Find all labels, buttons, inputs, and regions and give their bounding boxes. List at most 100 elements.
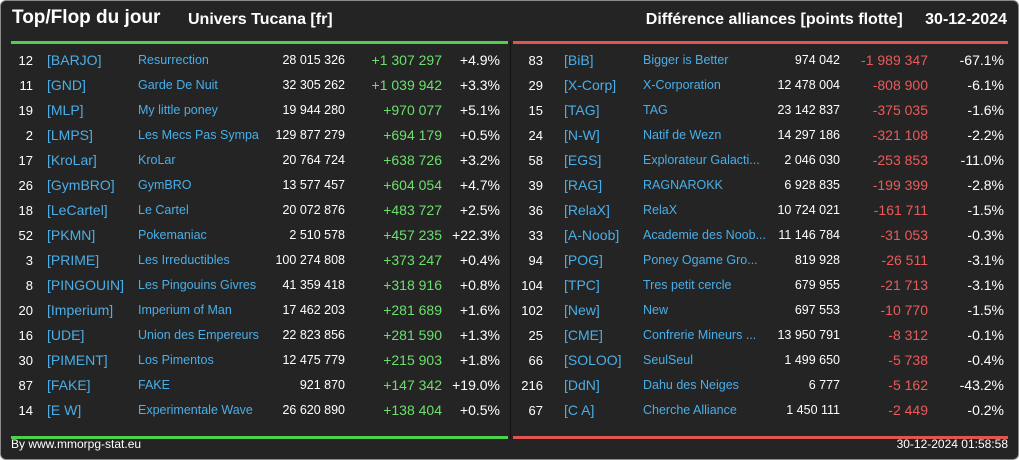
top-row: 30 [PIMENT] Los Pimentos 12 475 779 +215 903… [11,348,508,373]
alliance-tag-link[interactable]: [BARJO] [47,52,102,68]
alliance-name-link[interactable]: New [643,303,669,317]
alliance-tag-link[interactable]: [C A] [564,402,595,418]
top-losers-panel: 83 [BiB] Bigger is Better 974 042 -1 989 347… [513,41,1008,439]
alliance-rank: 24 [528,128,543,143]
alliance-tag-link[interactable]: [PIMENT] [47,352,108,368]
alliance-name-link[interactable]: FAKE [138,378,170,392]
alliance-tag-link[interactable]: [EGS] [564,152,602,168]
alliance-name-link[interactable]: Tres petit cercle [643,278,732,292]
alliance-points: 19 944 280 [282,103,345,117]
alliance-name-link[interactable]: Garde De Nuit [138,78,218,92]
alliance-tag-link[interactable]: [X-Corp] [564,77,617,93]
alliance-points: 100 274 808 [275,253,345,267]
points-difference: -8 312 [888,327,928,343]
alliance-tag-link[interactable]: [FAKE] [47,377,91,393]
alliance-rank: 33 [528,228,543,243]
alliance-tag-link[interactable]: [DdN] [564,377,600,393]
alliance-tag-link[interactable]: [TAG] [564,102,600,118]
alliance-rank: 39 [528,178,543,193]
alliance-rank: 94 [528,253,543,268]
alliance-name-link[interactable]: RelaX [643,203,678,217]
top-row: 3 [PRIME] Les Irreductibles 100 274 808 +373… [11,248,508,273]
alliance-tag-link[interactable]: [PINGOUIN] [47,277,125,293]
alliance-name-link[interactable]: RAGNAROKK [643,178,723,192]
universe-label: Univers Tucana [fr] [188,11,333,28]
alliance-name-link[interactable]: GymBRO [138,178,192,192]
alliance-name-link[interactable]: KroLar [138,153,176,167]
alliance-name-link[interactable]: Les Irreductibles [138,253,230,267]
alliance-name-link[interactable]: Natif de Wezn [643,128,722,142]
alliance-points: 6 777 [808,378,840,392]
site-credit: By www.mmorpg-stat.eu [11,437,142,451]
alliance-name-link[interactable]: Bigger is Better [643,53,729,67]
alliance-name-link[interactable]: Pokemaniac [138,228,207,242]
alliance-tag-link[interactable]: [PRIME] [47,252,100,268]
alliance-rank: 19 [18,103,33,118]
alliance-tag-link[interactable]: [CME] [564,327,603,343]
alliance-name-link[interactable]: Academie des Noob... [643,228,765,242]
header-right: Différence alliances [points flotte] 30-… [646,11,1007,29]
alliance-name-link[interactable]: Resurrection [138,53,209,67]
alliance-points: 921 870 [299,378,345,392]
generated-timestamp: 30-12-2024 01:58:58 [896,437,1008,451]
alliance-rank: 11 [19,78,34,93]
points-difference: -10 770 [880,302,928,318]
alliance-name-link[interactable]: TAG [643,103,668,117]
alliance-tag-link[interactable]: [RAG] [564,177,603,193]
page-title: Top/Flop du jour [12,7,161,28]
alliance-name-link[interactable]: Dahu des Neiges [643,378,739,392]
alliance-points: 974 042 [794,53,840,67]
alliance-name-link[interactable]: Union des Empereurs [138,328,259,342]
alliance-tag-link[interactable]: [LeCartel] [47,202,108,218]
alliance-tag-link[interactable]: [KroLar] [47,152,97,168]
alliance-tag-link[interactable]: [New] [564,302,600,318]
alliance-name-link[interactable]: X-Corporation [643,78,721,92]
alliance-tag-link[interactable]: [POG] [564,252,603,268]
top-row: 19 [MLP] My little poney 19 944 280 +970 077… [11,98,508,123]
alliance-tag-link[interactable]: [MLP] [47,102,84,118]
alliance-tag-link[interactable]: [GymBRO] [47,177,115,193]
alliance-rank: 16 [18,328,33,343]
alliance-tag-link[interactable]: [RelaX] [564,202,610,218]
alliance-tag-link[interactable]: [UDE] [47,327,85,343]
alliance-name-link[interactable]: Poney Ogame Gro... [643,253,758,267]
percent-change: -0.3% [967,227,1004,243]
alliance-tag-link[interactable]: [LMPS] [47,127,93,143]
alliance-tag-link[interactable]: [Imperium] [47,302,114,318]
percent-change: -2.2% [967,127,1004,143]
alliance-name-link[interactable]: Cherche Alliance [643,403,737,417]
top-row: 11 [GND] Garde De Nuit 32 305 262 +1 039 942… [11,73,508,98]
alliance-name-link[interactable]: My little poney [138,103,218,117]
alliance-rank: 12 [18,53,33,68]
alliance-points: 23 142 837 [777,103,840,117]
alliance-name-link[interactable]: Confrerie Mineurs ... [643,328,757,342]
alliance-rank: 216 [521,378,543,393]
alliance-points: 14 297 186 [777,128,840,142]
alliance-name-link[interactable]: Explorateur Galacti... [643,153,760,167]
points-difference: -5 738 [888,352,928,368]
alliance-name-link[interactable]: Experimentale Wave [138,403,253,417]
alliance-name-link[interactable]: SeulSeul [643,353,694,367]
points-difference: -161 711 [873,202,928,218]
alliance-tag-link[interactable]: [SOLOO] [564,352,622,368]
percent-change: -11.0% [960,152,1004,168]
alliance-name-link[interactable]: Imperium of Man [138,303,232,317]
alliance-tag-link[interactable]: [PKMN] [47,227,96,243]
alliance-name-link[interactable]: Les Mecs Pas Sympa [138,128,259,142]
alliance-points: 13 577 457 [282,178,345,192]
alliance-tag-link[interactable]: [N-W] [564,127,600,143]
percent-change: +1.6% [459,302,500,318]
alliance-tag-link[interactable]: [BiB] [564,52,594,68]
alliance-name-link[interactable]: Les Pingouins Givres [138,278,257,292]
percent-change: -0.2% [967,402,1004,418]
alliance-name-link[interactable]: Los Pimentos [138,353,214,367]
alliance-tag-link[interactable]: [TPC] [564,277,600,293]
alliance-tag-link[interactable]: [E W] [47,402,82,418]
percent-change: -0.1% [967,327,1004,343]
alliance-name-link[interactable]: Le Cartel [138,203,189,217]
percent-change: +19.0% [452,377,500,393]
alliance-tag-link[interactable]: [A-Noob] [564,227,620,243]
flop-row: 24 [N-W] Natif de Wezn 14 297 186 -321 108 -2… [513,123,1008,148]
alliance-tag-link[interactable]: [GND] [47,77,86,93]
percent-change: -2.8% [967,177,1004,193]
